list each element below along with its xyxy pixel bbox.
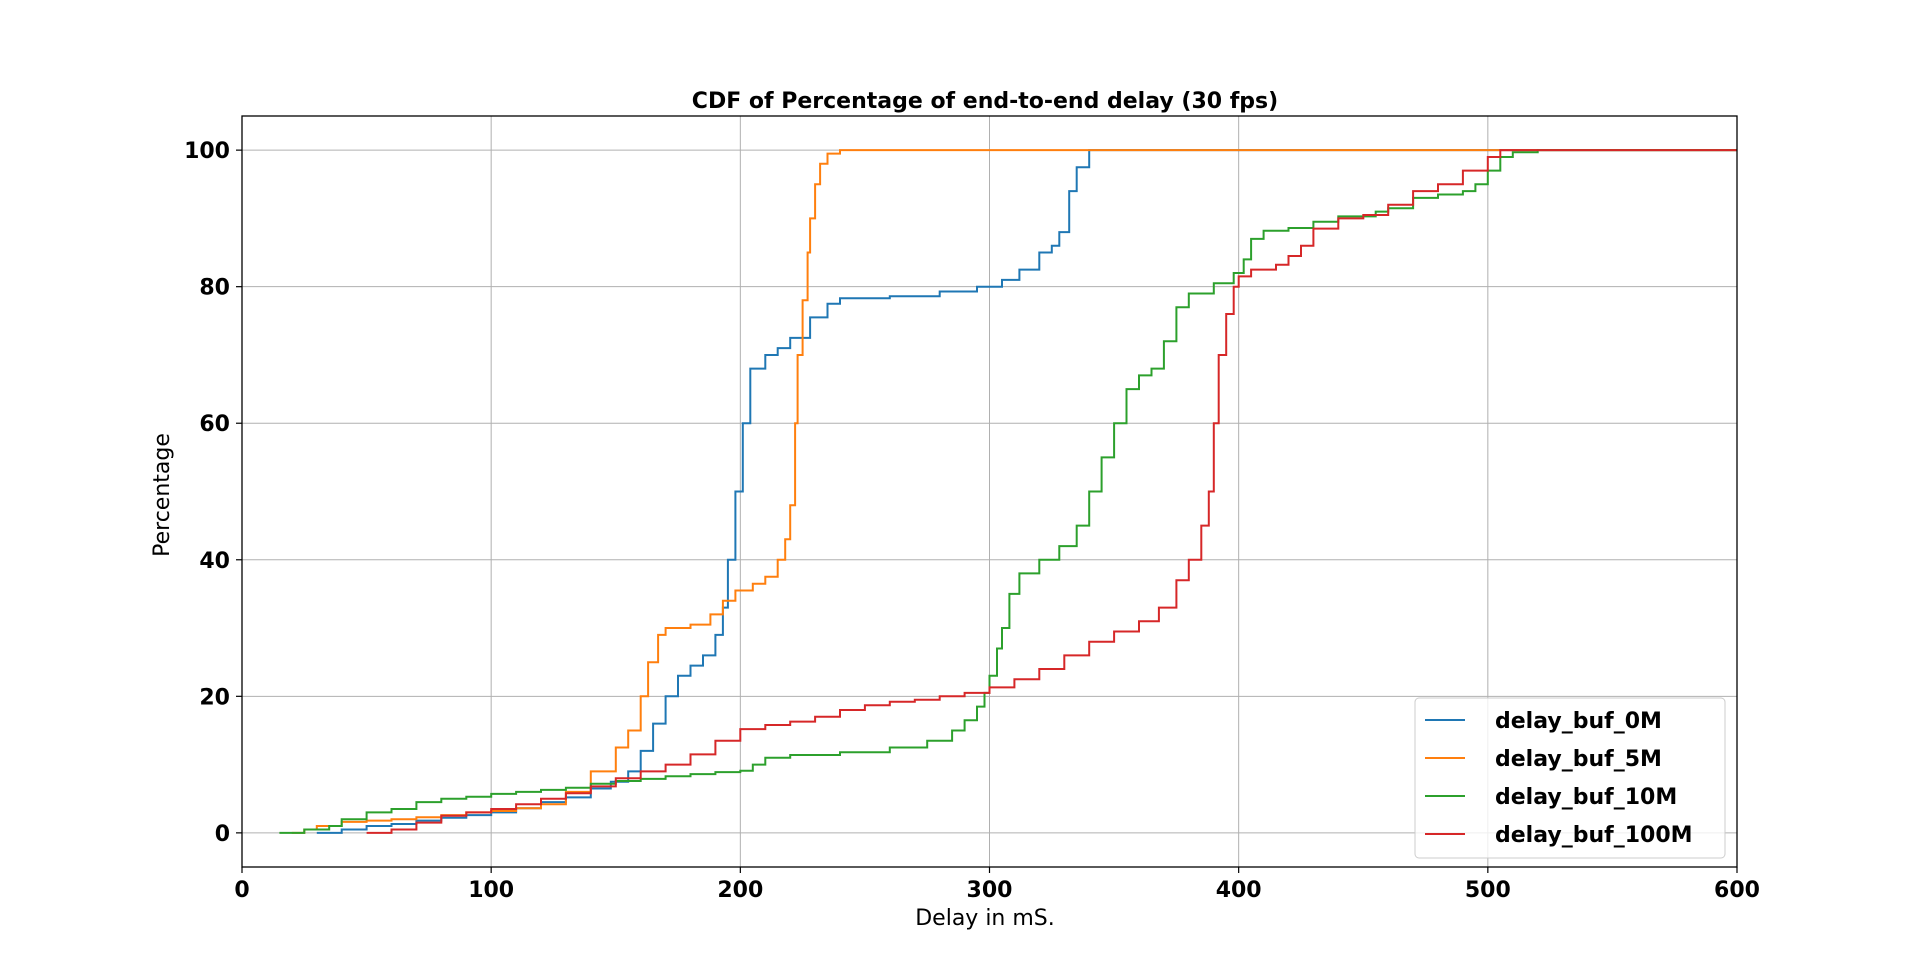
y-tick-label: 20 bbox=[199, 685, 230, 710]
y-axis-label: Percentage bbox=[150, 433, 175, 557]
y-tick-label: 100 bbox=[184, 139, 230, 164]
legend-label: delay_buf_100M bbox=[1495, 823, 1693, 848]
x-axis-label: Delay in mS. bbox=[915, 906, 1055, 931]
y-tick-label: 0 bbox=[215, 822, 230, 847]
legend-label: delay_buf_10M bbox=[1495, 785, 1677, 810]
legend: delay_buf_0M delay_buf_5M delay_buf_10Mdel… bbox=[1414, 697, 1726, 859]
chart-title: CDF of Percentage of end-to-end delay (3… bbox=[692, 89, 1278, 114]
x-tick-label: 400 bbox=[1216, 878, 1262, 903]
y-tick-label: 60 bbox=[199, 412, 230, 437]
x-tick-label: 0 bbox=[234, 878, 249, 903]
x-tick-label: 200 bbox=[717, 878, 763, 903]
y-tick-label: 80 bbox=[199, 276, 230, 301]
legend-label: delay_buf_5M bbox=[1495, 747, 1662, 772]
series-line-3 bbox=[366, 149, 1737, 834]
axis-ticks: 0 100 200 300 400 500 600 0 20 40 60 80 100 bbox=[184, 139, 1760, 903]
legend-label: delay_buf_0M bbox=[1495, 709, 1662, 734]
plot-series-group bbox=[279, 149, 1737, 834]
y-tick-label: 40 bbox=[199, 549, 230, 574]
series-line-0 bbox=[316, 149, 1737, 834]
x-tick-label: 300 bbox=[967, 878, 1013, 903]
legend-box bbox=[1414, 697, 1726, 859]
x-tick-label: 500 bbox=[1465, 878, 1511, 903]
x-tick-label: 600 bbox=[1714, 878, 1760, 903]
series-line-1 bbox=[291, 149, 1737, 834]
x-tick-label: 100 bbox=[468, 878, 514, 903]
